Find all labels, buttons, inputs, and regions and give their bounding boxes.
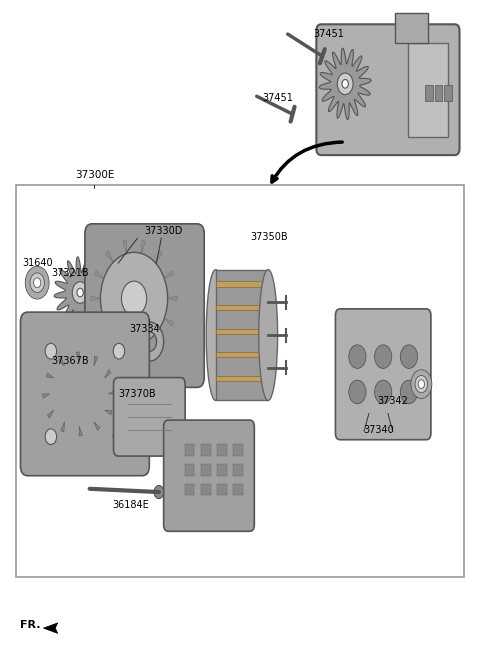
Wedge shape	[105, 370, 111, 378]
Circle shape	[400, 380, 418, 404]
Bar	[395, 13, 428, 43]
Wedge shape	[95, 319, 104, 326]
Circle shape	[154, 486, 164, 499]
Bar	[216, 328, 268, 334]
Wedge shape	[164, 319, 173, 326]
Bar	[217, 484, 227, 495]
Wedge shape	[108, 390, 116, 394]
Bar	[217, 444, 227, 456]
Text: 37367B: 37367B	[52, 357, 89, 367]
Wedge shape	[123, 240, 127, 254]
Circle shape	[349, 380, 366, 404]
FancyBboxPatch shape	[316, 24, 459, 155]
Text: 37451: 37451	[263, 93, 294, 103]
Circle shape	[113, 429, 125, 445]
Wedge shape	[155, 251, 162, 262]
Wedge shape	[164, 271, 173, 279]
Wedge shape	[94, 422, 100, 430]
Bar	[435, 85, 442, 101]
Circle shape	[72, 282, 88, 304]
Bar	[425, 85, 432, 101]
Wedge shape	[135, 322, 164, 361]
Ellipse shape	[206, 269, 225, 401]
Text: 37342: 37342	[377, 396, 408, 406]
FancyBboxPatch shape	[21, 312, 149, 476]
Ellipse shape	[259, 269, 277, 401]
Circle shape	[342, 79, 348, 88]
FancyBboxPatch shape	[114, 378, 185, 456]
Circle shape	[45, 429, 57, 445]
Text: 37300E: 37300E	[75, 170, 114, 180]
Circle shape	[374, 345, 392, 369]
Wedge shape	[47, 373, 54, 378]
Wedge shape	[168, 296, 177, 301]
Text: 37330D: 37330D	[144, 225, 183, 236]
Wedge shape	[76, 352, 79, 362]
Circle shape	[30, 273, 44, 292]
Bar	[185, 444, 194, 456]
Wedge shape	[105, 410, 112, 415]
Bar	[16, 185, 464, 577]
Circle shape	[34, 278, 41, 288]
Wedge shape	[91, 296, 100, 301]
Wedge shape	[106, 334, 113, 346]
Wedge shape	[95, 271, 104, 279]
Bar	[216, 376, 268, 381]
FancyBboxPatch shape	[336, 309, 431, 440]
Wedge shape	[61, 422, 64, 432]
Bar	[408, 43, 448, 137]
Text: 37321B: 37321B	[52, 268, 89, 278]
Bar	[233, 444, 243, 456]
Circle shape	[349, 345, 366, 369]
Bar	[185, 464, 194, 476]
Circle shape	[77, 288, 84, 297]
Bar	[217, 464, 227, 476]
Text: 31640: 31640	[22, 258, 52, 268]
Wedge shape	[123, 344, 127, 356]
Circle shape	[415, 375, 428, 393]
Bar	[216, 352, 268, 357]
Circle shape	[45, 344, 57, 359]
Circle shape	[100, 252, 168, 344]
Wedge shape	[142, 240, 145, 254]
Text: FR.: FR.	[20, 620, 40, 630]
Wedge shape	[142, 344, 145, 356]
Polygon shape	[43, 623, 58, 633]
Circle shape	[121, 281, 147, 315]
Polygon shape	[319, 48, 372, 120]
Wedge shape	[106, 251, 113, 262]
Text: 37370B: 37370B	[119, 389, 156, 399]
Circle shape	[374, 380, 392, 404]
Bar	[233, 484, 243, 495]
Wedge shape	[43, 394, 50, 398]
Bar	[216, 305, 268, 310]
Circle shape	[418, 380, 424, 388]
Wedge shape	[94, 356, 97, 366]
FancyBboxPatch shape	[164, 420, 254, 532]
Bar	[216, 269, 268, 401]
Circle shape	[411, 370, 432, 399]
Circle shape	[337, 73, 353, 95]
Text: 37350B: 37350B	[250, 232, 288, 242]
Wedge shape	[155, 334, 162, 346]
Bar	[201, 444, 211, 456]
Text: 37451: 37451	[313, 30, 344, 39]
Circle shape	[400, 345, 418, 369]
Bar	[233, 464, 243, 476]
Bar	[185, 484, 194, 495]
Bar	[201, 484, 211, 495]
Bar	[201, 464, 211, 476]
Bar	[216, 281, 268, 286]
Circle shape	[25, 266, 49, 299]
Text: 36184E: 36184E	[112, 501, 149, 510]
Wedge shape	[59, 357, 64, 366]
Text: 37334: 37334	[129, 324, 160, 334]
Circle shape	[113, 344, 125, 359]
Wedge shape	[79, 426, 82, 436]
FancyBboxPatch shape	[85, 224, 204, 388]
Polygon shape	[54, 257, 106, 328]
Text: 37340: 37340	[363, 425, 394, 435]
Wedge shape	[48, 410, 54, 418]
Bar	[444, 85, 452, 101]
